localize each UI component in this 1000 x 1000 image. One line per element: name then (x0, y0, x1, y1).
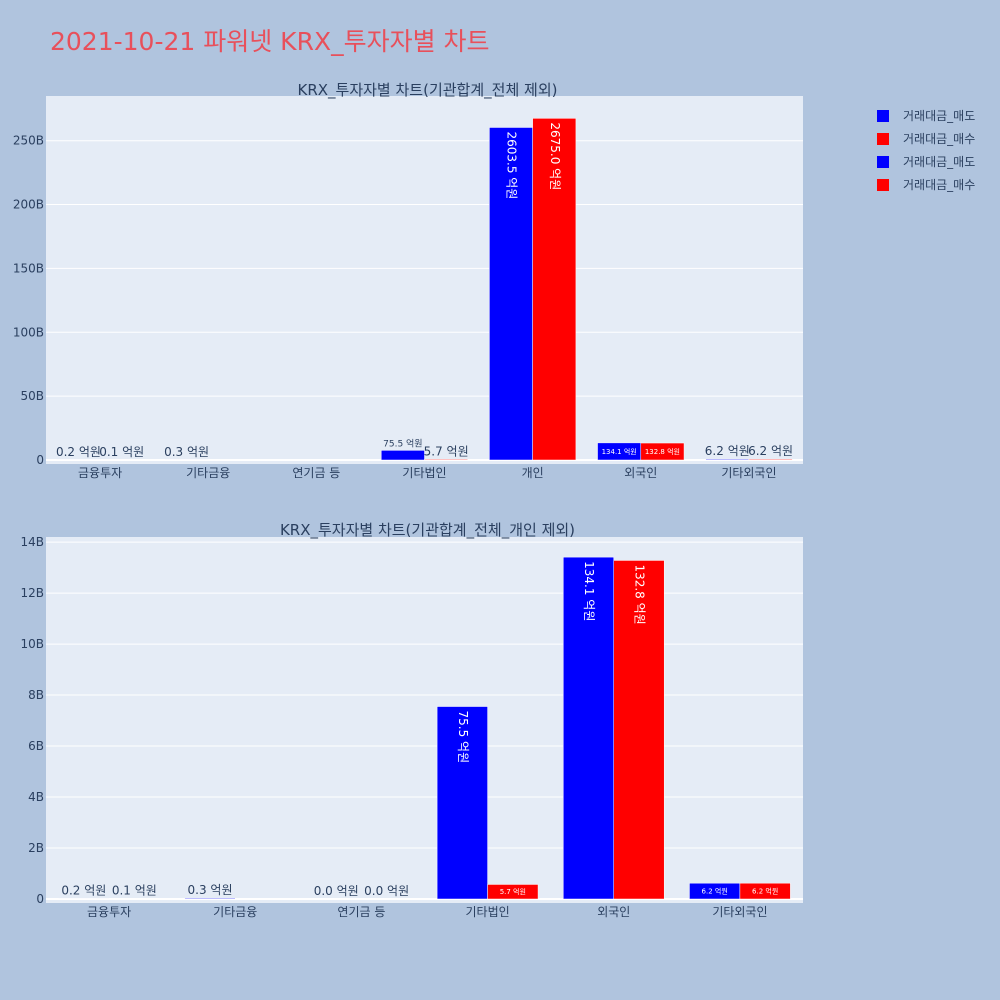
legend-swatch-sell-2 (877, 155, 889, 168)
legend-swatch-buy (877, 132, 889, 145)
chart2-data-label: 6.2 억원 (752, 887, 778, 896)
chart1-data-label: 132.8 억원 (645, 447, 680, 456)
chart2-data-label: 132.8 억원 (632, 564, 646, 624)
chart1-data-label: 0.1 억원 (99, 445, 144, 459)
chart2-y-tick-label: 0 (36, 892, 44, 906)
chart2-bar-sell (184, 897, 236, 900)
chart2-bar-sell (436, 706, 488, 900)
chart2-bar-buy (487, 884, 539, 900)
chart2-x-tick-label: 연기금 등 (337, 905, 385, 919)
chart2-y-tick-label: 2B (28, 841, 44, 855)
chart1-x-tick-label: 개인 (522, 466, 544, 480)
legend-item-buy-2[interactable]: 거래대금_매수 (870, 173, 975, 196)
chart2-data-label: 0.2 억원 (61, 883, 106, 897)
chart1-data-label: 2675.0 억원 (548, 122, 562, 190)
chart2-data-label: 5.7 억원 (500, 887, 526, 896)
chart2-data-label: 0.3 억원 (188, 883, 233, 897)
chart2-y-tick-label: 6B (28, 739, 44, 753)
chart1-title: KRX_투자자별 차트(기관합계_전체 제외) (298, 81, 558, 100)
legend-label-buy: 거래대금_매수 (903, 132, 976, 146)
chart1-x-tick-label: 외국인 (624, 466, 657, 480)
legend-label-buy-2: 거래대금_매수 (903, 178, 976, 192)
chart1-bar-buy (748, 458, 793, 461)
chart2-bar-sell (563, 556, 614, 900)
legend-label-sell: 거래대금_매도 (903, 109, 976, 123)
chart2-x-tick-label: 금융투자 (87, 905, 131, 919)
chart2-data-label: 0.0 억원 (314, 884, 359, 898)
chart1-data-label: 5.7 억원 (424, 444, 469, 458)
chart2-x-tick-label: 기타금융 (213, 905, 257, 919)
chart2-data-label: 134.1 억원 (582, 561, 596, 621)
chart2-y-tick-label: 4B (28, 790, 44, 804)
chart1-x-tick-label: 기타금융 (186, 466, 230, 480)
chart2-y-tick-label: 12B (20, 586, 44, 600)
chart1-y-tick-label: 100B (13, 325, 44, 339)
chart1-bar-buy (424, 459, 469, 461)
chart2-data-label: 75.5 억원 (456, 711, 470, 764)
chart2-plot-area (46, 537, 803, 903)
legend-swatch-sell (877, 109, 889, 122)
chart2-x-tick-label: 외국인 (597, 905, 630, 919)
chart2-y-tick-label: 14B (20, 535, 44, 549)
chart1-data-label: 75.5 억원 (383, 437, 422, 449)
chart2-y-tick-label: 10B (20, 637, 44, 651)
chart1-plot-area (46, 96, 803, 464)
chart1-data-label: 0.2 억원 (56, 445, 101, 459)
legend-item-buy[interactable]: 거래대금_매수 (870, 127, 975, 150)
chart2-bar-sell (58, 898, 110, 900)
legend-swatch-buy-2 (877, 178, 889, 191)
legend-label-sell-2: 거래대금_매도 (903, 155, 976, 169)
chart1-y-tick-label: 250B (13, 134, 44, 148)
chart1-bar-buy (532, 118, 577, 461)
chart2-data-label: 0.0 억원 (364, 884, 409, 898)
chart2-x-tick-label: 기타외국인 (712, 905, 767, 919)
chart1-y-tick-label: 200B (13, 198, 44, 212)
chart1-data-label: 2603.5 억원 (505, 131, 519, 199)
chart2-bar-buy (739, 882, 791, 900)
chart2-bar-buy (613, 560, 665, 900)
chart1-data-label: 6.2 억원 (705, 444, 750, 458)
chart1-bar-sell (380, 450, 425, 461)
chart1-y-tick-label: 0 (36, 453, 44, 467)
chart1-data-label: 0.3 억원 (164, 445, 209, 459)
chart2-data-label: 0.1 억원 (112, 884, 157, 898)
chart1-x-tick-label: 기타법인 (402, 466, 446, 480)
chart1-x-tick-label: 기타외국인 (721, 466, 776, 480)
legend-item-sell-2[interactable]: 거래대금_매도 (870, 150, 975, 173)
legend-item-sell[interactable]: 거래대금_매도 (870, 104, 975, 127)
chart1-x-tick-label: 금융투자 (78, 466, 122, 480)
chart1-bar-sell (705, 458, 750, 461)
chart2-x-tick-label: 기타법인 (465, 905, 509, 919)
chart1-y-tick-label: 150B (13, 261, 44, 275)
chart1-x-tick-label: 연기금 등 (292, 466, 340, 480)
page-title: 2021-10-21 파워넷 KRX_투자자별 차트 (50, 27, 490, 56)
legend: 거래대금_매도 거래대금_매수 거래대금_매도 거래대금_매수 (870, 104, 975, 196)
chart1-bar-buy (640, 442, 685, 461)
chart2-data-label: 6.2 억원 (702, 887, 728, 896)
chart1-y-tick-label: 50B (20, 389, 44, 403)
chart1-data-label: 6.2 억원 (748, 444, 793, 458)
chart2-y-tick-label: 8B (28, 688, 44, 702)
chart1-data-label: 134.1 억원 (602, 447, 637, 456)
chart2-title: KRX_투자자별 차트(기관합계_전체_개인 제외) (280, 521, 575, 540)
